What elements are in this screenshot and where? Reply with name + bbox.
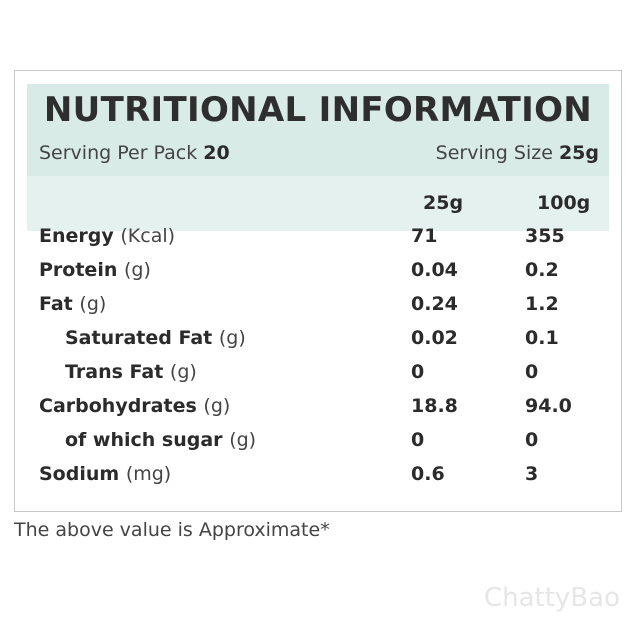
table-row: Protein (g) 0.04 0.2: [15, 259, 621, 293]
nutrient-name: Trans Fat (g): [65, 361, 197, 383]
serving-size-label: Serving Size: [435, 142, 553, 164]
value-100g: 1.2: [525, 293, 559, 315]
nutrient-name: Fat (g): [39, 293, 107, 315]
value-25g: 0: [411, 361, 425, 383]
serving-size-value: 25g: [558, 142, 599, 164]
serving-per-pack: Serving Per Pack 20: [39, 142, 230, 164]
nutrient-name: Protein (g): [39, 259, 151, 281]
serving-per-pack-value: 20: [203, 142, 230, 164]
table-row: Trans Fat (g) 0 0: [15, 361, 621, 395]
value-25g: 71: [411, 225, 438, 247]
watermark-text: ChattyBao: [483, 583, 620, 613]
serving-per-pack-label: Serving Per Pack: [39, 142, 198, 164]
value-25g: 0: [411, 429, 425, 451]
serving-size: Serving Size 25g: [436, 142, 599, 164]
value-100g: 3: [525, 463, 539, 485]
value-100g: 94.0: [525, 395, 572, 417]
column-header-25g: 25g: [423, 192, 464, 214]
value-100g: 0.1: [525, 327, 559, 349]
table-row: Fat (g) 0.24 1.2: [15, 293, 621, 327]
nutrient-name: Energy (Kcal): [39, 225, 176, 247]
value-25g: 0.02: [411, 327, 458, 349]
nutrient-name: Sodium (mg): [39, 463, 172, 485]
column-header-band: [27, 176, 609, 231]
nutrition-label-panel: NUTRITIONAL INFORMATION Serving Per Pack…: [14, 70, 622, 512]
label-header: NUTRITIONAL INFORMATION Serving Per Pack…: [27, 84, 609, 231]
value-25g: 0.6: [411, 463, 445, 485]
table-row: Saturated Fat (g) 0.02 0.1: [15, 327, 621, 361]
table-row: Energy (Kcal) 71 355: [15, 225, 621, 259]
value-100g: 0: [525, 429, 539, 451]
nutrient-name: of which sugar (g): [65, 429, 257, 451]
table-row: of which sugar (g) 0 0: [15, 429, 621, 463]
nutrient-name: Carbohydrates (g): [39, 395, 231, 417]
value-25g: 0.04: [411, 259, 458, 281]
label-title: NUTRITIONAL INFORMATION: [43, 90, 593, 130]
value-100g: 355: [525, 225, 565, 247]
value-25g: 18.8: [411, 395, 458, 417]
column-header-100g: 100g: [537, 192, 591, 214]
nutrient-name: Saturated Fat (g): [65, 327, 246, 349]
value-100g: 0: [525, 361, 539, 383]
table-row: Sodium (mg) 0.6 3: [15, 463, 621, 497]
approximate-footnote: The above value is Approximate*: [14, 519, 330, 541]
table-row: Carbohydrates (g) 18.8 94.0: [15, 395, 621, 429]
value-25g: 0.24: [411, 293, 458, 315]
value-100g: 0.2: [525, 259, 559, 281]
